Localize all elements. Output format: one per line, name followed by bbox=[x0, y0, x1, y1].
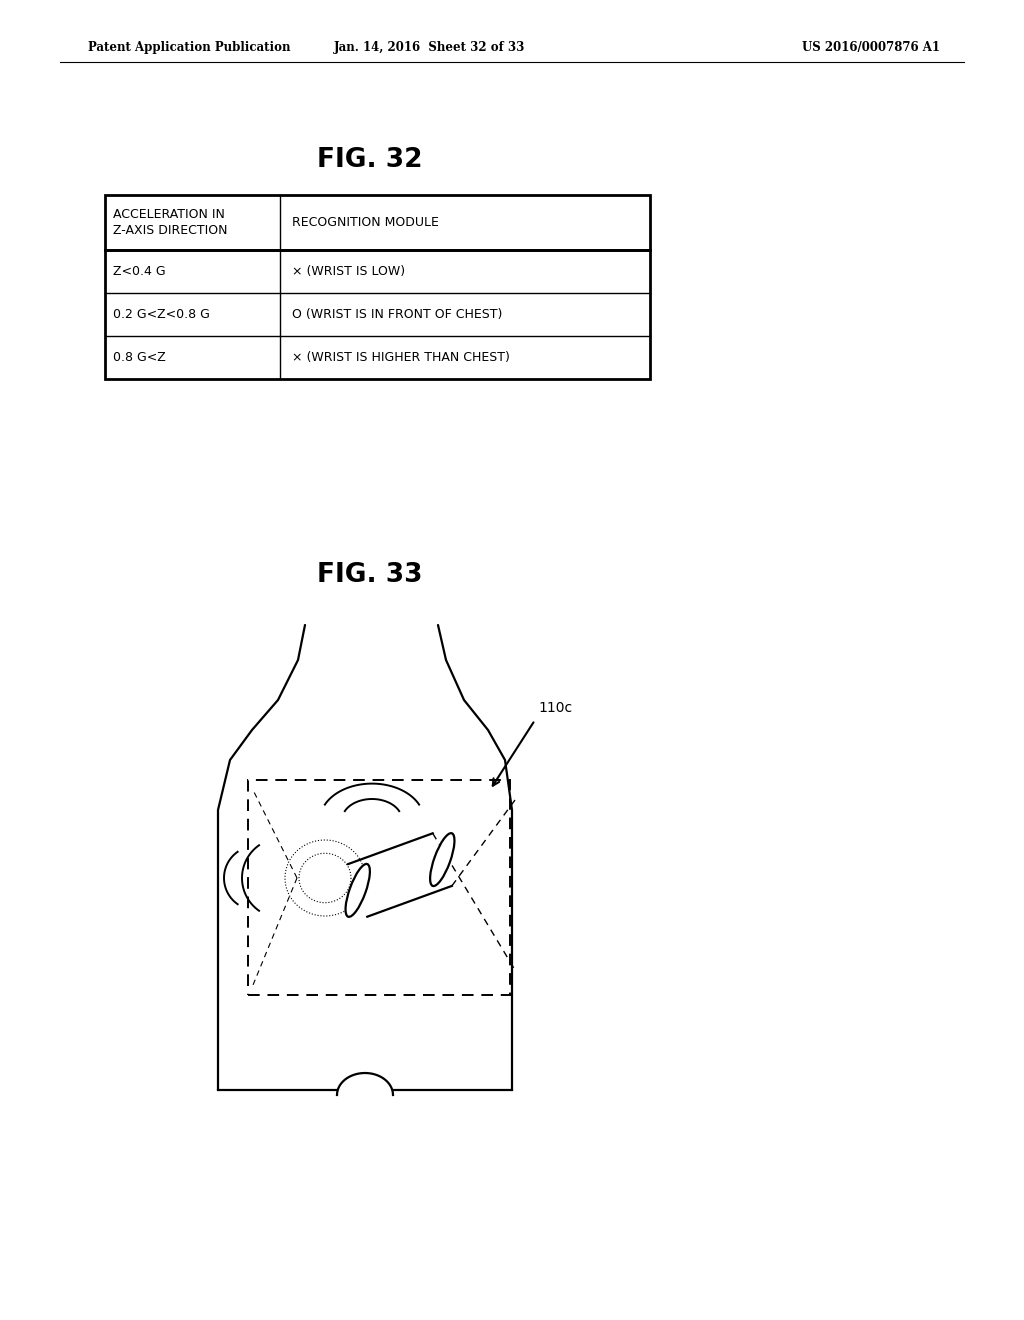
Text: × (WRIST IS LOW): × (WRIST IS LOW) bbox=[292, 265, 406, 279]
Text: 0.8 G<Z: 0.8 G<Z bbox=[113, 351, 166, 364]
Text: 0.2 G<Z<0.8 G: 0.2 G<Z<0.8 G bbox=[113, 308, 210, 321]
Text: Jan. 14, 2016  Sheet 32 of 33: Jan. 14, 2016 Sheet 32 of 33 bbox=[334, 41, 525, 54]
Text: FIG. 32: FIG. 32 bbox=[317, 147, 423, 173]
Text: Z<0.4 G: Z<0.4 G bbox=[113, 265, 166, 279]
Text: ACCELERATION IN
Z-AXIS DIRECTION: ACCELERATION IN Z-AXIS DIRECTION bbox=[113, 207, 227, 238]
Text: O (WRIST IS IN FRONT OF CHEST): O (WRIST IS IN FRONT OF CHEST) bbox=[292, 308, 503, 321]
Text: US 2016/0007876 A1: US 2016/0007876 A1 bbox=[802, 41, 940, 54]
Bar bbox=[105, 249, 650, 379]
Bar bbox=[105, 195, 650, 249]
Text: Patent Application Publication: Patent Application Publication bbox=[88, 41, 291, 54]
Bar bbox=[248, 780, 510, 995]
Text: × (WRIST IS HIGHER THAN CHEST): × (WRIST IS HIGHER THAN CHEST) bbox=[292, 351, 510, 364]
Ellipse shape bbox=[345, 863, 370, 917]
Ellipse shape bbox=[430, 833, 455, 886]
Text: 110c: 110c bbox=[538, 701, 572, 715]
Text: RECOGNITION MODULE: RECOGNITION MODULE bbox=[292, 216, 439, 228]
Text: FIG. 33: FIG. 33 bbox=[317, 562, 423, 587]
